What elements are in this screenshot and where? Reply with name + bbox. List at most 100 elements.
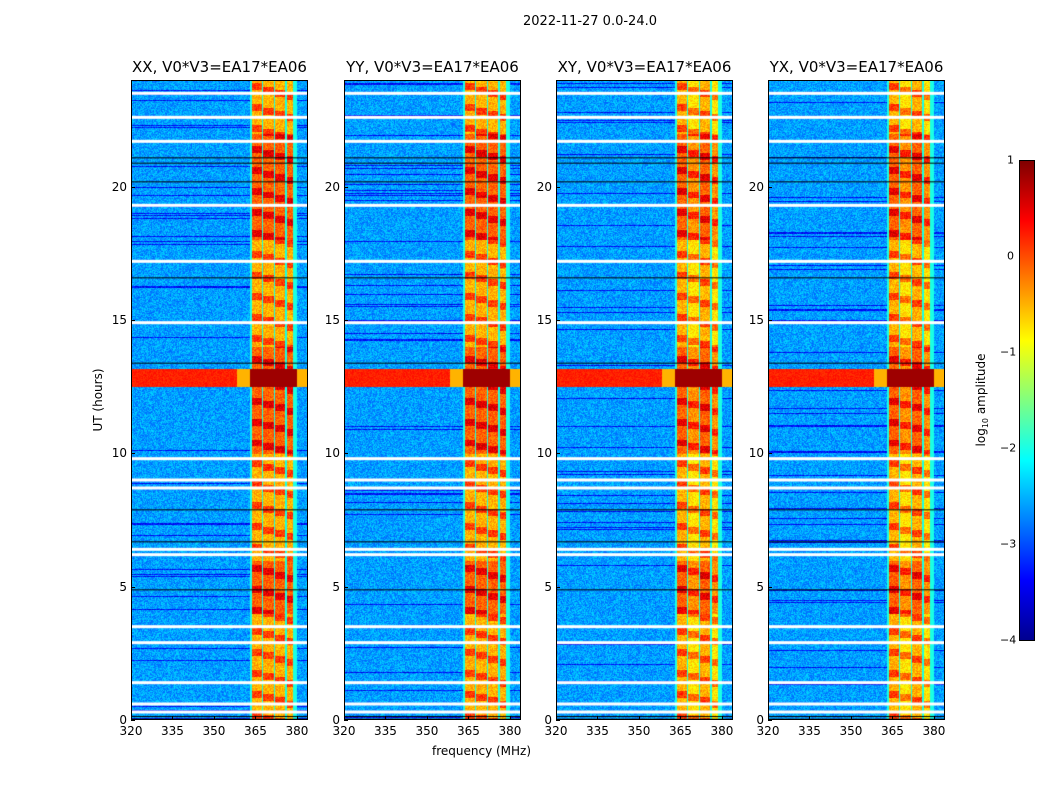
x-tick-label: 350 xyxy=(415,724,439,738)
x-tick-mark xyxy=(721,716,723,720)
y-tick-mark xyxy=(131,586,135,588)
panel-title: YX, V0*V3=EA17*EA06 xyxy=(769,58,944,76)
x-tick-label: 380 xyxy=(498,724,522,738)
x-tick-mark xyxy=(385,716,387,720)
x-tick-label: 320 xyxy=(544,724,568,738)
x-tick-mark xyxy=(809,716,811,720)
y-tick-mark xyxy=(768,586,772,588)
x-tick-label: 365 xyxy=(244,724,267,738)
x-tick-mark xyxy=(344,716,345,720)
y-tick-mark xyxy=(556,586,560,588)
x-tick-mark xyxy=(426,716,428,720)
x-tick-label: 350 xyxy=(202,724,226,738)
y-tick-label: 15 xyxy=(748,313,764,327)
y-tick-mark xyxy=(768,720,772,721)
x-tick-label: 380 xyxy=(285,724,309,738)
x-tick-label: 365 xyxy=(881,724,904,738)
x-tick-label: 320 xyxy=(756,724,780,738)
x-tick-label: 350 xyxy=(627,724,651,738)
y-tick-label: 10 xyxy=(111,446,127,461)
y-tick-label: 5 xyxy=(332,579,340,594)
y-tick-label: 5 xyxy=(756,579,764,594)
y-tick-mark xyxy=(344,320,348,321)
y-axis-label: UT (hours) xyxy=(91,368,105,432)
y-tick-mark xyxy=(344,186,348,188)
y-tick-mark xyxy=(344,586,348,588)
x-tick-label: 335 xyxy=(798,724,821,738)
y-tick-label: 0 xyxy=(119,713,127,727)
y-tick-label: 10 xyxy=(324,446,340,461)
axes-frame xyxy=(556,80,733,720)
colorbar-tick-label: 1 xyxy=(1007,153,1014,167)
panel-title: YY, V0*V3=EA17*EA06 xyxy=(346,58,519,76)
panel-title: XX, V0*V3=EA17*EA06 xyxy=(132,58,307,76)
y-tick-mark xyxy=(556,453,560,455)
y-tick-label: 10 xyxy=(536,446,552,461)
heatmap-image xyxy=(556,80,733,720)
colorbar xyxy=(1019,160,1035,641)
y-tick-label: 20 xyxy=(111,179,127,194)
y-tick-mark xyxy=(344,720,348,721)
colorbar-tick-label: −4 xyxy=(1000,633,1017,647)
y-tick-label: 20 xyxy=(748,179,764,194)
y-tick-label: 5 xyxy=(544,579,552,594)
y-tick-label: 15 xyxy=(536,313,552,327)
x-tick-label: 365 xyxy=(457,724,480,738)
x-tick-mark xyxy=(933,716,935,720)
x-tick-mark xyxy=(597,716,599,720)
y-tick-mark xyxy=(556,720,560,721)
x-tick-mark xyxy=(172,716,174,720)
x-tick-label: 380 xyxy=(710,724,734,738)
panel-xy: XY, V0*V3=EA17*EA06 0 5 10 15 20 320 335 350 365 3… xyxy=(537,58,734,738)
x-tick-mark xyxy=(680,716,682,720)
x-tick-label: 320 xyxy=(332,724,356,738)
panel-yx: YX, V0*V3=EA17*EA06 0 5 10 15 20 320 335 350 365 3… xyxy=(749,58,946,738)
x-tick-mark xyxy=(131,716,132,720)
heatmap-image xyxy=(131,80,308,720)
y-tick-mark xyxy=(131,320,135,321)
y-tick-mark xyxy=(556,186,560,188)
heatmap-image xyxy=(768,80,945,720)
x-tick-label: 335 xyxy=(586,724,609,738)
x-tick-mark xyxy=(255,716,257,720)
x-tick-label: 380 xyxy=(922,724,946,738)
x-tick-label: 350 xyxy=(839,724,863,738)
y-tick-label: 20 xyxy=(324,179,340,194)
colorbar-tick-label: −1 xyxy=(1000,345,1017,359)
heatmap-image xyxy=(344,80,521,720)
x-tick-mark xyxy=(213,716,215,720)
x-tick-mark xyxy=(509,716,511,720)
y-tick-mark xyxy=(768,320,772,321)
x-tick-label: 335 xyxy=(374,724,397,738)
y-tick-mark xyxy=(768,453,772,455)
y-tick-label: 20 xyxy=(536,179,552,194)
x-tick-mark xyxy=(556,716,557,720)
panel-xx: XX, V0*V3=EA17*EA06 0 5 10 15 20 320 335 350 365 3… xyxy=(112,58,309,738)
x-tick-mark xyxy=(850,716,852,720)
axes-frame xyxy=(131,80,308,720)
x-tick-mark xyxy=(768,716,769,720)
colorbar-tick-label: −2 xyxy=(1000,441,1017,455)
y-tick-label: 15 xyxy=(324,313,340,327)
y-tick-mark xyxy=(344,453,348,455)
colorbar-label: log10 amplitude xyxy=(973,353,991,447)
x-tick-mark xyxy=(638,716,640,720)
x-tick-label: 320 xyxy=(119,724,143,738)
y-tick-label: 5 xyxy=(119,579,127,594)
y-tick-label: 10 xyxy=(748,446,764,461)
x-tick-label: 365 xyxy=(669,724,692,738)
y-tick-mark xyxy=(131,720,135,721)
figure-title: 2022-11-27 0.0-24.0 xyxy=(523,14,657,29)
axes-frame xyxy=(768,80,945,720)
y-tick-label: 0 xyxy=(544,713,552,727)
y-tick-mark xyxy=(131,453,135,455)
x-axis-label: frequency (MHz) xyxy=(432,744,532,758)
y-tick-label: 0 xyxy=(756,713,764,727)
panel-yy: YY, V0*V3=EA17*EA06 0 5 10 15 20 320 335 350 365 3… xyxy=(325,58,522,738)
colorbar-tick-label: 0 xyxy=(1007,249,1014,263)
y-tick-label: 0 xyxy=(332,713,340,727)
y-tick-label: 15 xyxy=(111,313,127,327)
x-tick-label: 335 xyxy=(161,724,184,738)
colorbar-tick-label: −3 xyxy=(1000,537,1017,551)
